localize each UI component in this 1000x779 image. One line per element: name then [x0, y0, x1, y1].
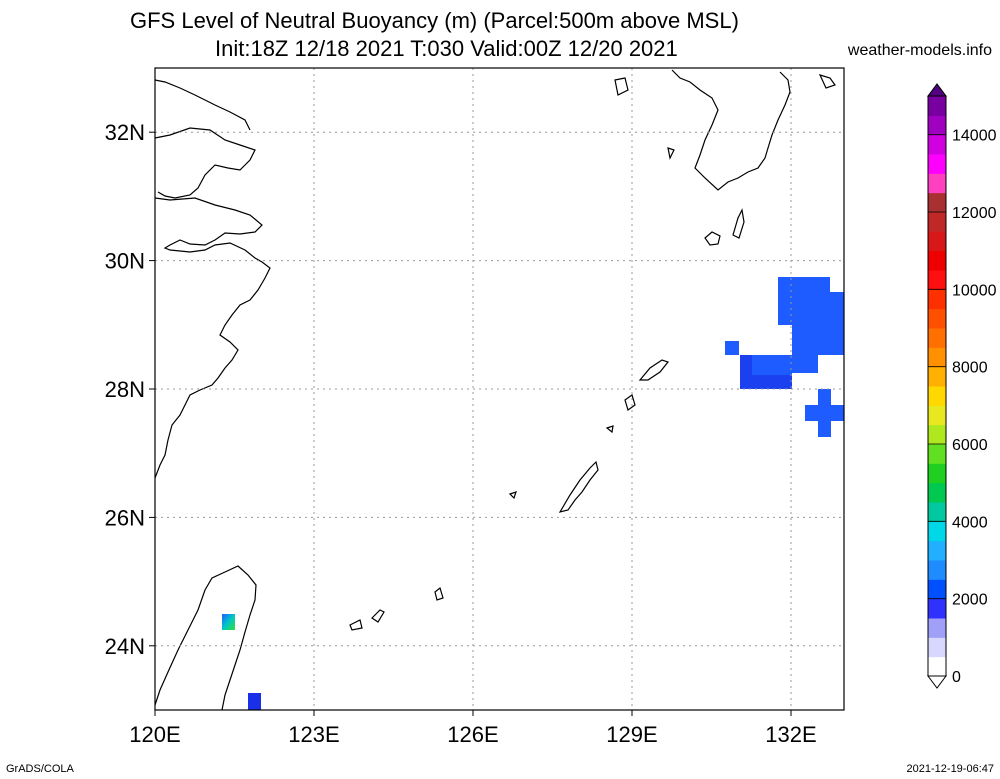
- island: [614, 77, 629, 96]
- lnb-field: [222, 277, 844, 710]
- axes: 120E 123E 126E 129E 132E 32N 30N 28N 26N 24N: [105, 120, 817, 747]
- field-cell: [248, 693, 261, 710]
- colorbar-band: [928, 424, 946, 445]
- colorbar-band: [928, 482, 946, 503]
- colorbar-band: [928, 270, 946, 290]
- chart-title: GFS Level of Neutral Buoyancy (m) (Parce…: [130, 8, 739, 33]
- footer-timestamp: 2021-12-19-06:47: [906, 763, 994, 775]
- colorbar-label: 8000: [952, 360, 988, 377]
- colorbar-label: 0: [952, 669, 961, 686]
- colorbar-band: [928, 540, 946, 561]
- colorbar-band: [928, 192, 946, 213]
- coastlines: [154, 69, 836, 711]
- field-cell: [752, 355, 792, 375]
- lat-label: 26N: [105, 505, 145, 530]
- colorbar-band: [928, 463, 946, 484]
- colorbar-top-arrow: [927, 83, 947, 97]
- colorbar-band: [928, 154, 946, 174]
- site-credit: weather-models.info: [847, 42, 992, 59]
- field-cell: [222, 614, 235, 630]
- island: [732, 208, 745, 239]
- colorbar-band: [928, 173, 946, 194]
- colorbar-band: [928, 328, 946, 348]
- colorbar-band: [928, 115, 946, 136]
- colorbar-band: [928, 289, 946, 310]
- island: [434, 586, 444, 601]
- china-coast: [154, 127, 271, 479]
- colorbar-label: 12000: [952, 205, 997, 222]
- colorbar-band: [928, 96, 946, 116]
- colorbar-band: [928, 502, 946, 522]
- island: [667, 147, 675, 160]
- lat-label: 24N: [105, 634, 145, 659]
- lat-label: 28N: [105, 377, 145, 402]
- colorbar-band: [928, 521, 946, 542]
- field-cell: [792, 325, 818, 373]
- gridlines: [155, 68, 844, 710]
- colorbar-band: [928, 598, 946, 619]
- colorbar-band: [928, 212, 946, 232]
- lon-label: 132E: [765, 722, 816, 747]
- colorbar-band: [928, 231, 946, 252]
- island: [624, 394, 636, 411]
- colorbar: 14000 12000 10000 8000 6000 4000 2000 0: [927, 83, 997, 689]
- colorbar-band: [928, 134, 946, 155]
- island: [818, 74, 836, 89]
- lon-label: 129E: [606, 722, 657, 747]
- colorbar-label: 14000: [952, 128, 997, 145]
- field-cell: [725, 341, 739, 355]
- china-coast: [154, 79, 251, 131]
- colorbar-band: [928, 444, 946, 464]
- colorbar-band: [928, 366, 946, 387]
- colorbar-band: [928, 405, 946, 426]
- chart-subtitle: Init:18Z 12/18 2021 T:030 Valid:00Z 12/2…: [215, 36, 678, 61]
- lon-label: 126E: [447, 722, 498, 747]
- kyushu-coast: [671, 69, 791, 191]
- colorbar-band: [928, 579, 946, 600]
- lon-label: 123E: [288, 722, 339, 747]
- island: [371, 609, 385, 623]
- footer-credit: GrADS/COLA: [6, 763, 74, 775]
- island: [638, 359, 670, 381]
- colorbar-label: 2000: [952, 592, 988, 609]
- colorbar-band: [928, 560, 946, 580]
- island: [349, 619, 363, 631]
- colorbar-band: [928, 637, 946, 658]
- lat-label: 30N: [105, 249, 145, 274]
- colorbar-band: [928, 656, 946, 677]
- field-cell: [805, 405, 844, 421]
- colorbar-label: 6000: [952, 437, 988, 454]
- taiwan-coast: [154, 565, 257, 711]
- island: [704, 231, 721, 246]
- lon-label: 120E: [129, 722, 180, 747]
- colorbar-band: [928, 308, 946, 329]
- island: [558, 460, 599, 513]
- colorbar-label: 10000: [952, 282, 997, 299]
- island: [605, 425, 614, 434]
- lat-label: 32N: [105, 120, 145, 145]
- island: [508, 491, 517, 500]
- colorbar-band: [928, 347, 946, 368]
- colorbar-label: 4000: [952, 514, 988, 531]
- colorbar-band: [928, 618, 946, 638]
- colorbar-band: [928, 250, 946, 271]
- colorbar-band: [928, 386, 946, 406]
- colorbar-bottom-arrow: [927, 675, 947, 689]
